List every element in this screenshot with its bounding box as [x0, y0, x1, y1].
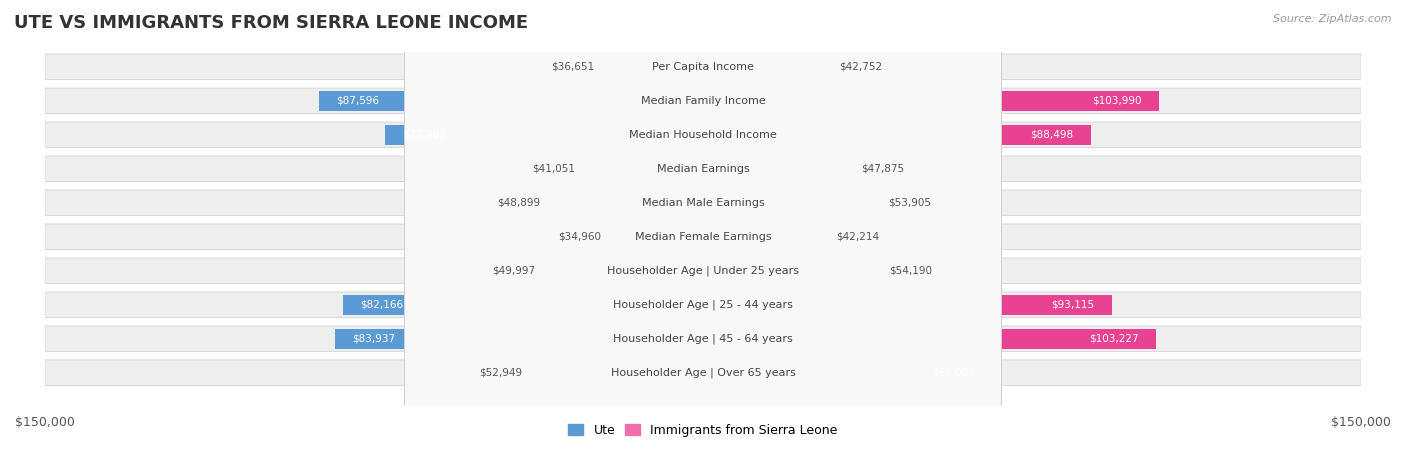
FancyBboxPatch shape [45, 190, 1361, 215]
Text: Source: ZipAtlas.com: Source: ZipAtlas.com [1274, 14, 1392, 24]
Legend: Ute, Immigrants from Sierra Leone: Ute, Immigrants from Sierra Leone [564, 419, 842, 442]
Bar [550, 227, 703, 247]
FancyBboxPatch shape [405, 0, 1001, 467]
Bar [385, 125, 703, 145]
Bar [703, 57, 890, 77]
Text: Householder Age | Over 65 years: Householder Age | Over 65 years [610, 368, 796, 378]
Text: Householder Age | 45 - 64 years: Householder Age | 45 - 64 years [613, 333, 793, 344]
Text: $66,009: $66,009 [932, 368, 974, 378]
FancyBboxPatch shape [405, 0, 1001, 467]
Text: $72,402: $72,402 [404, 130, 446, 140]
Text: $52,949: $52,949 [479, 368, 523, 378]
Text: $36,651: $36,651 [551, 62, 595, 72]
FancyBboxPatch shape [405, 0, 1001, 467]
FancyBboxPatch shape [45, 122, 1361, 148]
Text: $103,990: $103,990 [1092, 96, 1142, 106]
Text: $42,752: $42,752 [838, 62, 882, 72]
Bar [319, 91, 703, 111]
Text: $42,214: $42,214 [837, 232, 879, 242]
Bar [703, 363, 993, 382]
FancyBboxPatch shape [405, 0, 1001, 467]
Bar [335, 329, 703, 348]
Text: UTE VS IMMIGRANTS FROM SIERRA LEONE INCOME: UTE VS IMMIGRANTS FROM SIERRA LEONE INCO… [14, 14, 529, 32]
Text: Median Household Income: Median Household Income [628, 130, 778, 140]
FancyBboxPatch shape [45, 258, 1361, 283]
Text: $47,875: $47,875 [860, 164, 904, 174]
Bar [703, 193, 939, 212]
Bar [523, 159, 703, 179]
Text: $82,166: $82,166 [360, 300, 404, 310]
Bar [484, 261, 703, 281]
FancyBboxPatch shape [45, 224, 1361, 249]
FancyBboxPatch shape [405, 0, 1001, 467]
FancyBboxPatch shape [405, 0, 1001, 467]
Text: Median Female Earnings: Median Female Earnings [634, 232, 772, 242]
Bar [703, 227, 889, 247]
FancyBboxPatch shape [405, 0, 1001, 467]
Text: $83,937: $83,937 [353, 333, 395, 344]
FancyBboxPatch shape [45, 360, 1361, 385]
Text: $53,905: $53,905 [887, 198, 931, 208]
Bar [488, 193, 703, 212]
Bar [343, 295, 703, 315]
FancyBboxPatch shape [45, 292, 1361, 318]
FancyBboxPatch shape [405, 0, 1001, 467]
Text: $49,997: $49,997 [492, 266, 536, 276]
Bar [703, 125, 1091, 145]
FancyBboxPatch shape [45, 54, 1361, 79]
Text: $87,596: $87,596 [336, 96, 380, 106]
FancyBboxPatch shape [45, 156, 1361, 182]
Text: Householder Age | 25 - 44 years: Householder Age | 25 - 44 years [613, 299, 793, 310]
FancyBboxPatch shape [45, 88, 1361, 113]
Text: $41,051: $41,051 [531, 164, 575, 174]
Bar [703, 329, 1156, 348]
Text: $54,190: $54,190 [889, 266, 932, 276]
Bar [703, 159, 912, 179]
Bar [703, 295, 1112, 315]
Bar [703, 261, 941, 281]
Text: Median Family Income: Median Family Income [641, 96, 765, 106]
Text: Per Capita Income: Per Capita Income [652, 62, 754, 72]
Text: Median Male Earnings: Median Male Earnings [641, 198, 765, 208]
FancyBboxPatch shape [45, 326, 1361, 351]
Text: $34,960: $34,960 [558, 232, 602, 242]
FancyBboxPatch shape [405, 0, 1001, 467]
Text: $88,498: $88,498 [1031, 130, 1074, 140]
FancyBboxPatch shape [405, 0, 1001, 467]
Bar [471, 363, 703, 382]
Text: Median Earnings: Median Earnings [657, 164, 749, 174]
Text: $48,899: $48,899 [498, 198, 540, 208]
Bar [543, 57, 703, 77]
Text: $103,227: $103,227 [1088, 333, 1139, 344]
Text: Householder Age | Under 25 years: Householder Age | Under 25 years [607, 265, 799, 276]
Bar [703, 91, 1159, 111]
Text: $93,115: $93,115 [1050, 300, 1094, 310]
